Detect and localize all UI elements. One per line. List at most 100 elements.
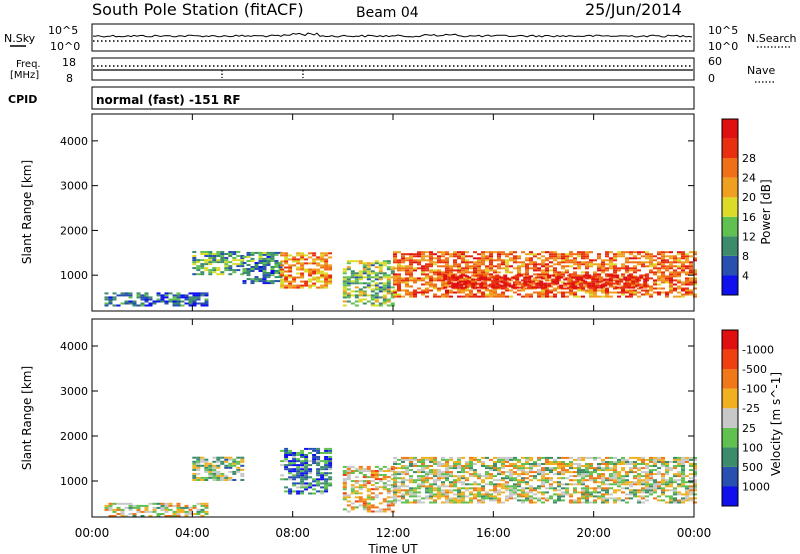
heatmap-cell xyxy=(469,458,473,461)
heatmap-cell xyxy=(288,460,293,463)
heatmap-cell xyxy=(140,304,145,307)
heatmap-cell xyxy=(685,289,689,292)
heatmap-cell xyxy=(461,495,465,498)
heatmap-cell xyxy=(246,278,251,281)
heatmap-cell xyxy=(585,475,589,478)
heatmap-cell xyxy=(429,458,433,461)
heatmap-cell xyxy=(449,491,453,494)
heatmap-cell xyxy=(386,508,391,511)
heatmap-cell xyxy=(669,279,673,282)
heatmap-cell xyxy=(633,495,637,498)
heatmap-cell xyxy=(571,282,576,285)
heatmap-cell xyxy=(581,471,585,474)
heatmap-cell xyxy=(433,285,437,288)
heatmap-cell xyxy=(316,480,321,483)
heatmap-cell xyxy=(108,504,113,507)
heatmap-cell xyxy=(421,265,425,268)
heatmap-cell xyxy=(589,475,593,478)
heatmap-cell xyxy=(487,278,492,281)
heatmap-cell xyxy=(657,263,661,266)
heatmap-cell xyxy=(312,447,317,450)
heatmap-cell xyxy=(685,495,689,498)
heatmap-cell xyxy=(350,302,355,305)
heatmap-cell xyxy=(441,271,445,274)
heatmap-cell xyxy=(378,492,383,495)
heatmap-cell xyxy=(346,472,351,474)
heatmap-cell xyxy=(533,261,537,264)
heatmap-cell xyxy=(653,489,657,492)
heatmap-cell xyxy=(569,253,573,256)
heatmap-cell xyxy=(262,278,267,281)
heatmap-cell xyxy=(354,486,359,489)
heatmap-cell xyxy=(521,289,525,292)
heatmap-cell xyxy=(565,477,569,480)
heatmap-cell xyxy=(471,280,476,283)
heatmap-cell xyxy=(625,251,629,254)
heatmap-cell xyxy=(461,475,465,478)
heatmap-cell xyxy=(409,493,413,496)
heatmap-cell xyxy=(553,287,557,290)
heatmap-cell xyxy=(649,477,653,480)
heatmap-cell xyxy=(505,261,509,264)
heatmap-cell xyxy=(220,472,225,475)
heatmap-cell xyxy=(613,257,617,260)
heatmap-cell xyxy=(645,265,649,268)
heatmap-cell xyxy=(613,483,617,486)
heatmap-cell xyxy=(615,274,620,277)
heatmap-cell xyxy=(635,278,640,281)
heatmap-cell xyxy=(316,462,321,465)
heatmap-cell xyxy=(196,259,201,262)
heatmap-cell xyxy=(386,276,391,279)
heatmap-cell xyxy=(491,276,496,279)
colorbar-tick-label: -1000 xyxy=(742,344,774,357)
heatmap-cell xyxy=(649,289,653,292)
heatmap-cell xyxy=(677,253,681,256)
heatmap-cell xyxy=(653,255,657,258)
heatmap-cell xyxy=(681,251,685,254)
heatmap-cell xyxy=(425,289,429,292)
heatmap-cell xyxy=(250,257,255,260)
heatmap-cell xyxy=(296,252,301,255)
heatmap-cell xyxy=(693,287,697,290)
heatmap-cell xyxy=(342,292,347,295)
heatmap-cell xyxy=(535,276,540,279)
heatmap-cell xyxy=(324,274,329,277)
heatmap-cell xyxy=(457,253,461,256)
heatmap-cell xyxy=(681,475,685,478)
heatmap-cell xyxy=(645,481,649,484)
heatmap-cell xyxy=(597,467,601,470)
heatmap-cell xyxy=(665,461,669,463)
heatmap-cell xyxy=(308,278,313,281)
heatmap-cell xyxy=(397,473,401,476)
heatmap-cell xyxy=(521,465,525,467)
heatmap-cell xyxy=(413,267,417,270)
heatmap-cell xyxy=(501,483,505,486)
heatmap-cell xyxy=(597,265,601,268)
heatmap-cell xyxy=(517,499,521,502)
heatmap-cell xyxy=(505,259,509,262)
heatmap-cell xyxy=(390,272,395,275)
heatmap-cell xyxy=(421,271,425,274)
heatmap-cell xyxy=(529,253,533,256)
heatmap-cell xyxy=(501,485,505,488)
heatmap-cell xyxy=(593,289,597,292)
heatmap-cell xyxy=(593,458,597,461)
heatmap-cell xyxy=(425,467,429,470)
heatmap-cell xyxy=(645,483,649,486)
heatmap-cell xyxy=(374,276,379,279)
heatmap-cell xyxy=(693,271,697,274)
heatmap-cell xyxy=(481,291,485,294)
heatmap-cell xyxy=(192,468,197,471)
heatmap-cell xyxy=(513,471,517,474)
heatmap-cell xyxy=(328,458,333,461)
heatmap-cell xyxy=(390,302,395,305)
heatmap-cell xyxy=(517,467,521,470)
heatmap-cell xyxy=(557,495,561,498)
heatmap-cell xyxy=(413,259,417,262)
heatmap-cell xyxy=(471,284,476,287)
heatmap-cell xyxy=(445,458,449,461)
heatmap-cell xyxy=(342,294,347,297)
heatmap-cell xyxy=(565,277,569,280)
heatmap-cell xyxy=(148,510,153,513)
heatmap-cell xyxy=(441,279,445,282)
